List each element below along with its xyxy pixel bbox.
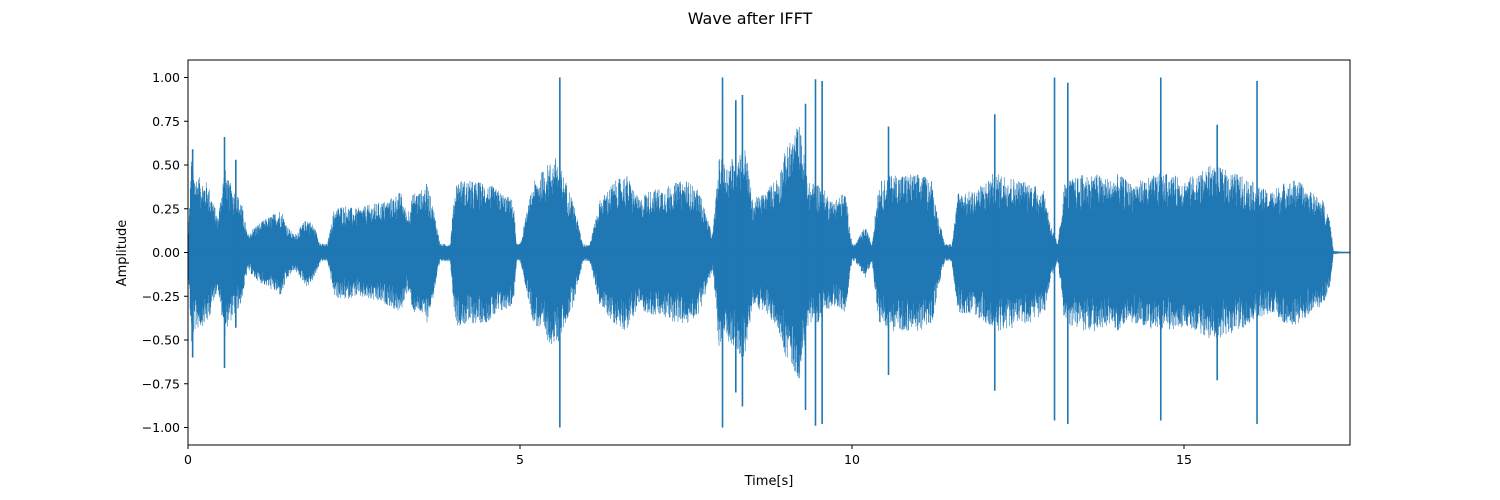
y-tick-label: 0.75 bbox=[152, 114, 180, 129]
y-tick-label: 0.50 bbox=[152, 158, 180, 173]
x-axis: 0 5 10 15 bbox=[184, 445, 1192, 467]
y-tick-label: −0.25 bbox=[142, 289, 180, 304]
y-tick-label: 0.25 bbox=[152, 201, 180, 216]
y-tick-label: 0.00 bbox=[152, 245, 180, 260]
y-tick-label: 1.00 bbox=[152, 70, 180, 85]
y-axis-label: Amplitude bbox=[115, 220, 130, 287]
y-axis: −1.00 −0.75 −0.50 −0.25 0.00 0.25 0.50 0.75 1.00 bbox=[142, 70, 188, 435]
y-tick-label: −0.50 bbox=[142, 333, 180, 348]
x-tick-label: 5 bbox=[516, 452, 524, 467]
x-tick-label: 0 bbox=[184, 452, 192, 467]
y-tick-label: −0.75 bbox=[142, 376, 180, 391]
chart-title: Wave after IFFT bbox=[688, 9, 813, 28]
y-tick-label: −1.00 bbox=[142, 420, 180, 435]
waveform-series bbox=[187, 77, 1351, 428]
x-axis-label: Time[s] bbox=[744, 474, 794, 489]
x-tick-label: 10 bbox=[844, 452, 860, 467]
x-tick-label: 15 bbox=[1176, 452, 1192, 467]
